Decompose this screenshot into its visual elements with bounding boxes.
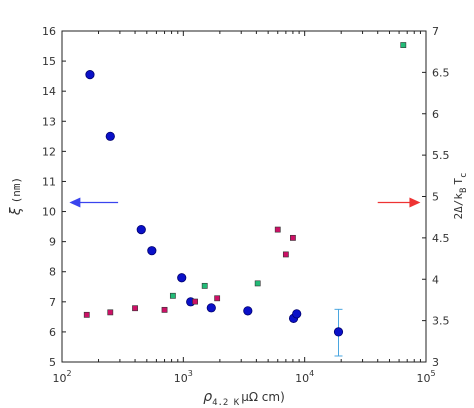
tick-label-exponent: 2 xyxy=(66,369,71,378)
left-tick-label: 15 xyxy=(42,55,56,68)
bottom-tick-label: 103 xyxy=(174,369,193,385)
xi-data-point xyxy=(105,131,115,141)
tick-label-base: 10 xyxy=(174,372,188,385)
ratio-data-point-magenta xyxy=(83,311,90,318)
right-tick-label: 4.5 xyxy=(432,232,450,245)
left-tick-label: 11 xyxy=(42,175,56,188)
right-axis-label: 2Δ/kBTc xyxy=(452,173,469,220)
left-axis-label-symbol: ξ xyxy=(8,207,24,216)
left-tick-label: 10 xyxy=(42,206,56,219)
left-axis-label: ξ (nm) xyxy=(8,177,24,216)
ratio-data-point-magenta xyxy=(132,305,138,312)
bottom-axis-label-sub: 4.2 K xyxy=(212,398,240,408)
right-axis-label-sub-b: B xyxy=(459,188,469,193)
tick-label-base: 10 xyxy=(416,372,430,385)
xi-data-point xyxy=(243,306,253,316)
left-axis: 5 6 7 8 9 10 11 12 13 14 15 16 xyxy=(42,25,66,369)
bottom-tick-label: 102 xyxy=(52,369,71,385)
xi-data-point xyxy=(136,225,146,235)
ratio-data-point-magenta xyxy=(290,234,296,241)
right-axis-label-main: 2Δ/k xyxy=(452,193,465,220)
right-tick-label: 5.5 xyxy=(432,149,450,162)
left-tick-label: 14 xyxy=(42,85,56,98)
ratio-data-point-green xyxy=(201,282,208,289)
bottom-axis-label-unit: μΩ cm) xyxy=(241,390,285,404)
annotations xyxy=(69,197,421,208)
ratio-data-point-magenta xyxy=(192,298,198,305)
left-tick-label: 6 xyxy=(49,326,56,339)
tick-label-exponent: 3 xyxy=(188,369,193,378)
right-axis-arrow xyxy=(377,197,421,208)
tick-label-base: 10 xyxy=(295,372,309,385)
xi-data-point xyxy=(206,303,216,313)
bottom-axis: 102 103 104 105 xyxy=(52,31,436,385)
left-tick-label: 12 xyxy=(42,145,56,158)
left-tick-label: 13 xyxy=(42,115,56,128)
bottom-tick-label: 105 xyxy=(416,369,435,385)
right-tick-label: 3.5 xyxy=(432,315,450,328)
ratio-data-point-magenta xyxy=(107,309,114,316)
right-tick-label: 4 xyxy=(432,273,439,286)
ratio-data-point-green xyxy=(169,292,176,299)
tick-label-exponent: 4 xyxy=(309,369,314,378)
ratio-data-point-green xyxy=(400,42,407,48)
left-tick-label: 5 xyxy=(49,356,56,369)
xi-data-point xyxy=(333,327,344,337)
bottom-tick-label: 104 xyxy=(295,369,314,385)
left-axis-arrow xyxy=(69,197,119,208)
ratio-data-point-magenta xyxy=(274,226,281,233)
right-tick-label: 3 xyxy=(432,356,439,369)
data-marks xyxy=(83,42,407,357)
right-axis-arrow-head xyxy=(409,197,421,208)
ratio-data-point-green xyxy=(254,280,261,287)
xi-data-point xyxy=(147,246,157,256)
right-tick-label: 6.5 xyxy=(432,66,450,79)
ratio-data-point-magenta xyxy=(214,295,221,302)
left-axis-label-unit: (nm) xyxy=(10,177,23,204)
left-tick-label: 8 xyxy=(49,266,56,279)
left-tick-label: 16 xyxy=(42,25,56,38)
left-tick-label: 9 xyxy=(49,236,56,249)
tick-label-base: 10 xyxy=(52,372,66,385)
left-axis-arrow-head xyxy=(69,197,81,208)
ratio-data-point-magenta xyxy=(161,306,168,313)
right-axis: 3 3.5 4 4.5 5 5.5 6 6.5 7 xyxy=(422,25,450,369)
xi-data-point xyxy=(177,273,187,283)
left-tick-label: 7 xyxy=(49,296,56,309)
right-tick-label: 7 xyxy=(432,25,439,38)
xi-data-point xyxy=(292,309,302,319)
bottom-axis-label-symbol: ρ xyxy=(203,389,212,405)
right-axis-label-t: T xyxy=(452,178,465,185)
xi-data-point xyxy=(85,70,95,80)
right-tick-label: 6 xyxy=(432,108,439,121)
ratio-data-point-magenta xyxy=(282,251,289,258)
tick-label-exponent: 5 xyxy=(430,369,435,378)
right-tick-label: 5 xyxy=(432,191,439,204)
right-axis-label-sub-c: c xyxy=(459,173,469,178)
